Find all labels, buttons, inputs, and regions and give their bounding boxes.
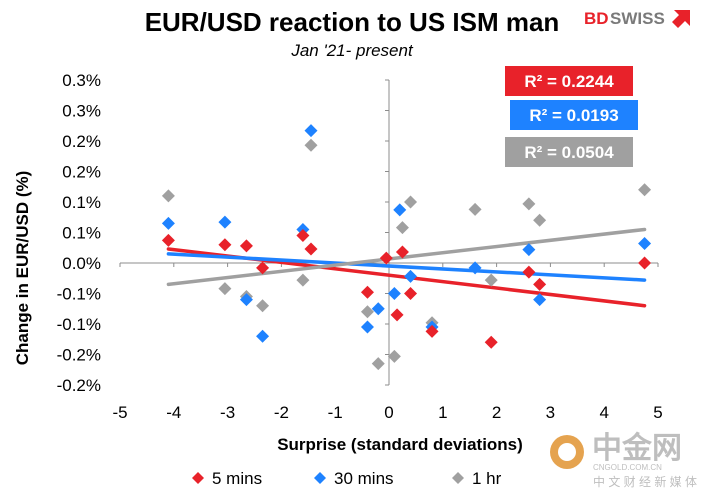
- data-point-30-mins: [218, 215, 232, 229]
- data-point-30-mins: [360, 320, 374, 334]
- data-point-5-mins: [256, 261, 270, 275]
- data-point-5-mins: [425, 324, 439, 338]
- x-tick-label: -4: [166, 403, 181, 422]
- data-point-30-mins: [404, 269, 418, 283]
- data-point-1-hr: [304, 138, 318, 152]
- data-point-30-mins: [387, 287, 401, 300]
- logo-swiss-text: SWISS: [610, 9, 665, 28]
- r2-box: [505, 137, 633, 167]
- logo-arrow-icon: [672, 10, 690, 28]
- data-point-30-mins: [533, 293, 547, 307]
- data-point-1-hr: [360, 305, 374, 319]
- y-tick-label: 0.2%: [62, 163, 101, 182]
- legend-marker: [314, 472, 326, 484]
- data-point-5-mins: [296, 229, 310, 243]
- data-point-30-mins: [468, 261, 482, 275]
- data-point-30-mins: [371, 302, 385, 316]
- y-tick-label: 0.0%: [62, 254, 101, 273]
- y-axis-label: Change in EUR/USD (%): [13, 171, 32, 366]
- data-point-1-hr: [161, 189, 175, 203]
- data-point-5-mins: [404, 287, 418, 300]
- data-point-1-hr: [371, 357, 385, 371]
- data-point-1-hr: [522, 197, 536, 211]
- data-point-30-mins: [304, 124, 318, 138]
- data-point-30-mins: [161, 216, 175, 230]
- y-tick-label: 0.3%: [62, 71, 101, 90]
- data-point-1-hr: [533, 213, 547, 227]
- r2-box: [505, 66, 633, 96]
- legend: 5 mins 30 mins 1 hr: [192, 469, 502, 488]
- r2-label: R² = 0.2244: [524, 72, 614, 91]
- data-point-5-mins: [161, 233, 175, 247]
- data-point-5-mins: [533, 277, 547, 291]
- data-point-30-mins: [638, 236, 652, 250]
- x-tick-label: 4: [599, 403, 608, 422]
- data-point-5-mins: [304, 242, 318, 256]
- trendline-1-hr: [166, 227, 647, 287]
- data-point-30-mins: [522, 243, 536, 257]
- y-tick-label: 0.3%: [62, 102, 101, 121]
- data-point-5-mins: [484, 335, 498, 349]
- data-point-30-mins: [393, 203, 407, 217]
- data-point-1-hr: [484, 273, 498, 287]
- y-tick-label: 0.1%: [62, 224, 101, 243]
- data-point-30-mins: [256, 329, 270, 343]
- x-axis-label: Surprise (standard deviations): [277, 435, 523, 454]
- axes: 0.3% 0.3% 0.2% 0.2% 0.1% 0.1% 0.0% -0.1% -0.1% -0…: [57, 71, 663, 422]
- r2-label: R² = 0.0193: [529, 106, 618, 125]
- data-point-1-hr: [256, 299, 270, 313]
- y-tick-label: -0.1%: [57, 285, 101, 304]
- r2-box: [510, 100, 638, 130]
- y-tick-label: 0.1%: [62, 193, 101, 212]
- legend-marker: [452, 472, 464, 484]
- data-point-5-mins: [218, 238, 232, 252]
- chart-subtitle: Jan '21- present: [290, 41, 414, 60]
- r2-boxes: R² = 0.2244 R² = 0.0193 R² = 0.0504: [505, 66, 638, 167]
- data-points: [161, 124, 652, 371]
- y-tick-label: -0.2%: [57, 376, 101, 395]
- x-tick-label: -2: [274, 403, 289, 422]
- legend-label: 5 mins: [212, 469, 262, 488]
- data-point-5-mins: [522, 265, 536, 279]
- x-tick-label: 2: [492, 403, 501, 422]
- data-point-1-hr: [638, 183, 652, 197]
- data-point-1-hr: [218, 282, 232, 296]
- data-point-5-mins: [395, 245, 409, 259]
- watermark-url-text: CNGOLD.COM.CN: [593, 463, 662, 472]
- data-point-1-hr: [387, 349, 401, 363]
- watermark-coin-inner-icon: [558, 443, 576, 461]
- x-tick-label: 5: [653, 403, 662, 422]
- trendline-30-mins: [166, 252, 647, 282]
- bdswiss-logo: BD SWISS: [584, 9, 690, 28]
- data-point-5-mins: [638, 256, 652, 270]
- data-point-5-mins: [360, 285, 374, 299]
- legend-label: 30 mins: [334, 469, 394, 488]
- y-tick-label: 0.2%: [62, 132, 101, 151]
- x-tick-label: 0: [384, 403, 393, 422]
- data-point-1-hr: [296, 273, 310, 287]
- data-point-30-mins: [239, 293, 253, 307]
- data-point-1-hr: [404, 195, 418, 209]
- data-point-1-hr: [468, 202, 482, 216]
- legend-label: 1 hr: [472, 469, 502, 488]
- x-tick-label: -5: [112, 403, 127, 422]
- data-point-1-hr: [395, 221, 409, 235]
- logo-bd-text: BD: [584, 9, 609, 28]
- watermark-sub-text: 中 文 财 经 新 媒 体: [593, 474, 697, 489]
- watermark-cn-text: 中金网: [592, 431, 682, 465]
- x-tick-label: 1: [438, 403, 447, 422]
- r2-label: R² = 0.0504: [524, 143, 614, 162]
- y-tick-label: -0.2%: [57, 346, 101, 365]
- cngold-watermark: 中金网 CNGOLD.COM.CN 中 文 财 经 新 媒 体: [550, 431, 697, 489]
- x-tick-label: 3: [546, 403, 555, 422]
- data-point-5-mins: [390, 308, 404, 322]
- data-point-5-mins: [379, 251, 393, 265]
- x-tick-label: -3: [220, 403, 235, 422]
- chart-title: EUR/USD reaction to US ISM man: [145, 7, 560, 37]
- x-tick-label: -1: [328, 403, 343, 422]
- legend-marker: [192, 472, 204, 484]
- data-point-5-mins: [239, 239, 253, 253]
- y-tick-label: -0.1%: [57, 315, 101, 334]
